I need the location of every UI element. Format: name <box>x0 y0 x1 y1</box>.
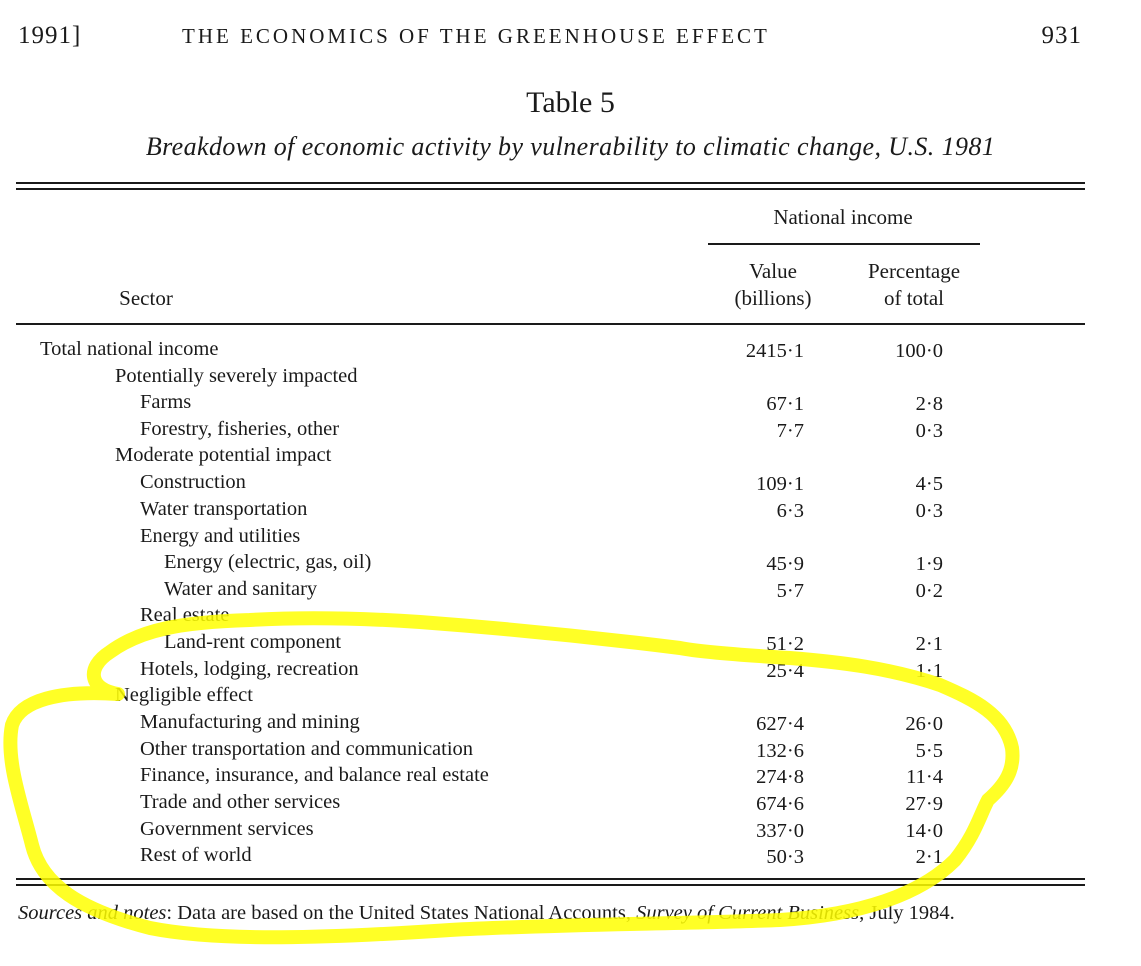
row-label: Real estate <box>140 604 230 626</box>
row-value: 109·1 <box>756 473 804 495</box>
row-percentage: 100·0 <box>895 340 943 362</box>
table-subtitle: Breakdown of economic activity by vulner… <box>145 132 996 161</box>
bottom-rule-2 <box>16 884 1085 886</box>
table-row: Government services 337·0 14·0 <box>0 818 1141 845</box>
running-header: 1991] THE ECONOMICS OF THE GREENHOUSE EF… <box>18 22 1082 58</box>
row-value: 7·7 <box>776 420 804 442</box>
table-row: Rest of world 50·3 2·1 <box>0 844 1141 871</box>
row-label: Trade and other services <box>140 791 341 813</box>
row-value: 25·4 <box>766 660 804 682</box>
row-value: 6·3 <box>776 500 804 522</box>
table-row: Farms 67·1 2·8 <box>0 391 1141 418</box>
column-header-percentage: Percentage of total <box>840 258 988 312</box>
row-label: Other transportation and communication <box>140 738 474 760</box>
bottom-rule-1 <box>16 878 1085 880</box>
row-value: 67·1 <box>766 393 804 415</box>
row-percentage: 26·0 <box>905 713 943 735</box>
table-row: Energy and utilities <box>0 525 1141 552</box>
row-label: Farms <box>140 391 192 413</box>
row-label: Moderate potential impact <box>115 444 332 466</box>
header-year: 1991] <box>18 22 82 49</box>
row-value: 2415·1 <box>745 340 804 362</box>
row-percentage: 4·5 <box>915 473 943 495</box>
row-percentage: 0·3 <box>915 420 943 442</box>
table-row: Construction 109·1 4·5 <box>0 471 1141 498</box>
row-percentage: 2·1 <box>915 633 943 655</box>
header-bottom-rule <box>16 323 1085 325</box>
row-value: 274·8 <box>756 766 804 788</box>
row-label: Finance, insurance, and balance real est… <box>140 764 489 786</box>
row-label: Total national income <box>40 338 219 360</box>
column-header-pct-line1: Percentage <box>867 259 961 283</box>
row-label: Water and sanitary <box>164 578 318 600</box>
row-label: Land-rent component <box>164 631 342 653</box>
row-label: Hotels, lodging, recreation <box>140 658 359 680</box>
group-header-rule <box>708 243 980 245</box>
row-value: 45·9 <box>766 553 804 575</box>
row-label: Construction <box>140 471 246 493</box>
row-percentage: 0·2 <box>915 580 943 602</box>
row-label: Energy (electric, gas, oil) <box>164 551 372 573</box>
table-row: Trade and other services 674·6 27·9 <box>0 791 1141 818</box>
row-percentage: 0·3 <box>915 500 943 522</box>
table-row: Water and sanitary 5·7 0·2 <box>0 578 1141 605</box>
notes-date: , July 1984. <box>859 902 955 924</box>
header-page-number: 931 <box>1041 22 1082 49</box>
row-label: Manufacturing and mining <box>140 711 360 733</box>
table-title: Table 5 <box>526 86 615 119</box>
table-row: Other transportation and communication 1… <box>0 738 1141 765</box>
notes-journal: Survey of Current Business <box>636 902 860 924</box>
table-row: Water transportation 6·3 0·3 <box>0 498 1141 525</box>
row-label: Forestry, fisheries, other <box>140 418 340 440</box>
table-row: Potentially severely impacted <box>0 365 1141 392</box>
table-row: Total national income 2415·1 100·0 <box>0 338 1141 365</box>
row-percentage: 2·8 <box>915 393 943 415</box>
row-label: Potentially severely impacted <box>115 365 358 387</box>
column-header-sector: Sector <box>119 286 173 310</box>
table-row: Moderate potential impact <box>0 444 1141 471</box>
row-percentage: 1·1 <box>915 660 943 682</box>
table-row: Manufacturing and mining 627·4 26·0 <box>0 711 1141 738</box>
group-header-national-income: National income <box>773 205 913 229</box>
row-percentage: 2·1 <box>915 846 943 868</box>
column-header-value: Value (billions) <box>700 258 846 312</box>
column-header-value-line2: (billions) <box>734 286 812 310</box>
row-value: 50·3 <box>766 846 804 868</box>
row-percentage: 27·9 <box>905 793 943 815</box>
table-row: Land-rent component 51·2 2·1 <box>0 631 1141 658</box>
header-running-title: THE ECONOMICS OF THE GREENHOUSE EFFECT <box>182 24 770 48</box>
row-value: 5·7 <box>776 580 804 602</box>
row-percentage: 11·4 <box>906 766 943 788</box>
row-label: Energy and utilities <box>140 525 301 547</box>
row-value: 627·4 <box>756 713 804 735</box>
table-notes: Sources and notes: Data are based on the… <box>18 900 1082 927</box>
notes-label: Sources and notes <box>18 902 167 924</box>
row-value: 132·6 <box>756 740 804 762</box>
row-value: 674·6 <box>756 793 804 815</box>
table-row: Hotels, lodging, recreation 25·4 1·1 <box>0 658 1141 685</box>
table-row: Real estate <box>0 604 1141 631</box>
column-header-pct-line2: of total <box>883 286 945 310</box>
row-percentage: 5·5 <box>915 740 943 762</box>
row-label: Negligible effect <box>115 684 253 706</box>
row-label: Water transportation <box>140 498 308 520</box>
table-row: Negligible effect <box>0 684 1141 711</box>
table-row: Forestry, fisheries, other 7·7 0·3 <box>0 418 1141 445</box>
top-rule-2 <box>16 188 1085 190</box>
row-value: 51·2 <box>766 633 804 655</box>
table-row: Energy (electric, gas, oil) 45·9 1·9 <box>0 551 1141 578</box>
column-header-value-line1: Value <box>749 259 797 283</box>
row-percentage: 1·9 <box>915 553 943 575</box>
row-value: 337·0 <box>756 820 804 842</box>
top-rule-1 <box>16 182 1085 184</box>
row-label: Government services <box>140 818 314 840</box>
notes-text: : Data are based on the United States Na… <box>166 902 637 924</box>
row-label: Rest of world <box>140 844 252 866</box>
table-row: Finance, insurance, and balance real est… <box>0 764 1141 791</box>
row-percentage: 14·0 <box>905 820 943 842</box>
